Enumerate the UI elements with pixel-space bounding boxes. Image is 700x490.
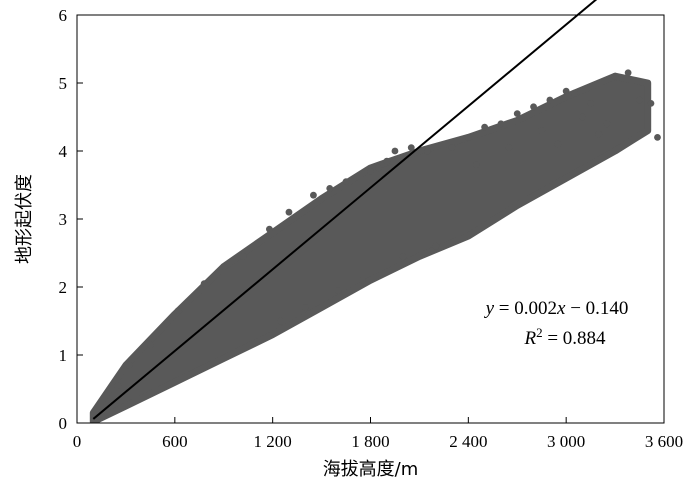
data-point — [424, 147, 431, 155]
x-axis: 0 600 1 200 1 800 2 400 3 000 3 600 — [73, 417, 683, 451]
data-point — [383, 157, 391, 165]
data-point — [497, 120, 505, 128]
data-point — [611, 72, 619, 80]
data-point — [334, 287, 342, 294]
data-point — [587, 100, 595, 107]
trendline-layer — [92, 0, 598, 420]
data-point — [647, 100, 655, 107]
data-point — [146, 341, 154, 349]
data-point — [562, 87, 570, 95]
data-point — [624, 69, 632, 77]
data-point — [399, 253, 407, 260]
data-point — [473, 161, 480, 169]
y-tick-label: 4 — [59, 142, 68, 161]
data-point — [554, 140, 562, 148]
data-point — [277, 317, 285, 325]
y-tick-label: 2 — [59, 278, 68, 297]
data-point — [448, 144, 456, 152]
data-point — [342, 178, 350, 186]
r-squared-label: R2 = 0.884 — [523, 325, 606, 350]
x-tick-label: 1 200 — [254, 432, 292, 451]
y-tick-label: 1 — [59, 346, 68, 365]
data-point — [579, 113, 586, 121]
data-point — [636, 96, 643, 104]
data-point — [326, 185, 334, 192]
data-point — [481, 123, 489, 131]
data-point — [407, 144, 415, 152]
x-tick-label: 3 600 — [645, 432, 683, 451]
data-point — [603, 120, 611, 128]
data-point — [367, 168, 374, 175]
data-point — [174, 307, 182, 315]
x-axis-label: 海拔高度/m — [323, 459, 419, 480]
y-axis: 0 1 2 3 4 5 6 — [59, 6, 83, 433]
data-point — [513, 110, 521, 117]
data-point — [114, 382, 122, 389]
data-point — [358, 276, 366, 284]
data-point — [654, 134, 661, 141]
data-point — [310, 191, 317, 199]
data-point — [266, 225, 273, 233]
data-point — [505, 144, 513, 152]
data-point — [464, 134, 472, 141]
data-point — [546, 96, 554, 104]
data-point — [530, 103, 537, 111]
y-tick-label: 3 — [59, 210, 68, 229]
y-tick-label: 5 — [59, 74, 68, 93]
data-point — [432, 242, 440, 250]
x-tick-label: 3 000 — [547, 432, 585, 451]
y-tick-label: 0 — [59, 414, 68, 433]
data-point — [301, 304, 309, 311]
y-axis-label: 地形起伏度 — [14, 174, 35, 264]
x-tick-label: 600 — [162, 432, 188, 451]
data-point — [125, 361, 133, 369]
data-point — [200, 280, 208, 287]
data-point — [391, 147, 399, 155]
data-point — [220, 263, 228, 270]
x-tick-label: 2 400 — [449, 432, 487, 451]
data-points — [89, 69, 661, 423]
data-point — [285, 208, 293, 216]
y-tick-label: 6 — [59, 6, 68, 25]
data-point — [375, 164, 383, 172]
x-tick-label: 1 800 — [351, 432, 389, 451]
x-tick-label: 0 — [73, 432, 82, 451]
trendline — [92, 0, 598, 420]
regression-equation: y = 0.002x − 0.140 — [484, 298, 629, 319]
data-point — [595, 130, 603, 138]
point-cloud — [89, 72, 652, 423]
data-point — [239, 253, 247, 260]
data-point — [538, 127, 546, 134]
data-point — [570, 89, 578, 97]
